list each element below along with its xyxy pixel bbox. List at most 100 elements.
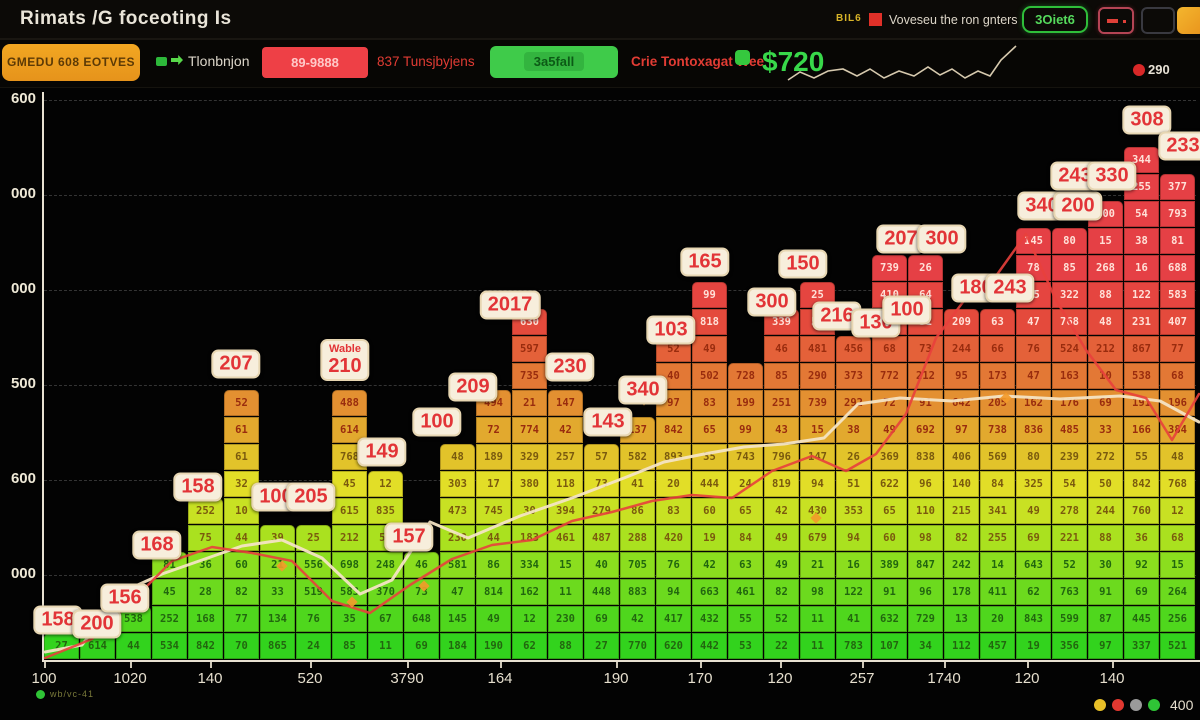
heat-cell: 72 — [872, 390, 907, 416]
heat-cell: 76 — [296, 606, 331, 632]
heat-cell: 184 — [440, 633, 475, 659]
heat-cell: 39 — [260, 525, 295, 551]
heat-cell: 417 — [656, 606, 691, 632]
heat-cell: 94 — [800, 471, 835, 497]
heat-cell: 82 — [224, 579, 259, 605]
heat-cell: 556 — [296, 552, 331, 578]
heat-cell: 867 — [1124, 336, 1159, 362]
maximize-button[interactable] — [1141, 7, 1175, 34]
heat-cell: 251 — [764, 390, 799, 416]
heat-cell: 15 — [1088, 228, 1123, 254]
heat-cell: 356 — [1052, 633, 1087, 659]
heat-cell: 46 — [404, 552, 439, 578]
heat-cell: 394 — [548, 498, 583, 524]
heat-cell: 83 — [656, 498, 691, 524]
y-axis-line — [42, 92, 44, 662]
x-axis-tick — [1112, 662, 1114, 668]
heat-cell: 44 — [224, 525, 259, 551]
heat-cell: 147 — [548, 390, 583, 416]
gridline — [44, 195, 1196, 196]
heat-cell: 45 — [332, 471, 367, 497]
heat-cell: 49 — [764, 525, 799, 551]
heat-cell: 745 — [476, 498, 511, 524]
heat-cell: 411 — [980, 579, 1015, 605]
heat-cell: 836 — [1016, 417, 1051, 443]
heat-cell: 82 — [944, 525, 979, 551]
value-callout: 100 — [412, 407, 462, 437]
heat-cell: 88 — [1088, 525, 1123, 551]
heat-cell: 122 — [1124, 282, 1159, 308]
heat-cell: 99 — [728, 417, 763, 443]
heat-cell: 173 — [980, 363, 1015, 389]
heat-cell: 420 — [656, 525, 691, 551]
heat-cell: 42 — [692, 552, 727, 578]
heat-cell: 12 — [368, 471, 403, 497]
heat-cell: 620 — [656, 633, 691, 659]
x-axis-tick — [210, 662, 212, 668]
heat-cell: 94 — [656, 579, 691, 605]
heat-cell: 40 — [584, 552, 619, 578]
heat-cell: 728 — [728, 363, 763, 389]
heat-cell: 739 — [872, 255, 907, 281]
heat-cell: 735 — [512, 363, 547, 389]
heat-cell: 118 — [548, 471, 583, 497]
green-chip-icon — [735, 50, 750, 65]
heat-cell: 268 — [1088, 255, 1123, 281]
heat-cell: 80 — [1052, 228, 1087, 254]
dot-icon — [1123, 20, 1126, 23]
value-callout: 300 — [747, 287, 797, 317]
heat-cell: 380 — [512, 471, 547, 497]
heat-cell: 256 — [1160, 606, 1195, 632]
counter-dot-icon — [1133, 64, 1145, 76]
heat-cell: 643 — [1016, 552, 1051, 578]
heat-cell: 48 — [440, 444, 475, 470]
heat-cell: 679 — [800, 525, 835, 551]
heat-cell: 502 — [692, 363, 727, 389]
heat-cell: 53 — [728, 633, 763, 659]
heat-cell: 384 — [1160, 417, 1195, 443]
heat-cell: 11 — [548, 579, 583, 605]
heat-cell: 57 — [584, 444, 619, 470]
orange-action-button[interactable]: GMEDU 608 EOTVES — [2, 44, 140, 81]
heat-cell: 264 — [1160, 579, 1195, 605]
red-action-button[interactable]: 89-9888 — [262, 47, 368, 78]
heat-cell: 42 — [620, 606, 655, 632]
heat-cell: 444 — [692, 471, 727, 497]
heat-cell: 796 — [764, 444, 799, 470]
heat-cell: 55 — [1124, 444, 1159, 470]
heat-cell: 12 — [1160, 498, 1195, 524]
heat-cell: 87 — [1088, 606, 1123, 632]
heat-cell: 642 — [944, 390, 979, 416]
heat-cell: 288 — [620, 525, 655, 551]
legend-left: wb/vc-41 — [36, 689, 94, 699]
value-callout: 103 — [646, 315, 696, 345]
heat-cell: 191 — [1124, 390, 1159, 416]
value-callout: 156 — [100, 583, 150, 613]
heat-cell: 487 — [584, 525, 619, 551]
heat-cell: 843 — [1016, 606, 1051, 632]
heat-cell: 52 — [764, 606, 799, 632]
close-button[interactable] — [1177, 7, 1200, 34]
value-callout: 308 — [1122, 105, 1172, 135]
heat-cell: 65 — [728, 498, 763, 524]
heat-cell: 69 — [1088, 390, 1123, 416]
heat-cell: 461 — [728, 579, 763, 605]
value-callout: 209 — [448, 372, 498, 402]
heat-cell: 50 — [1088, 471, 1123, 497]
heat-cell: 21 — [800, 552, 835, 578]
heat-cell: 96 — [908, 471, 943, 497]
x-axis-tick — [500, 662, 502, 668]
heat-cell: 538 — [1124, 363, 1159, 389]
heat-cell: 24 — [728, 471, 763, 497]
heat-cell: 688 — [1160, 255, 1195, 281]
green-pill-button[interactable]: 3Oiet6 — [1022, 6, 1088, 33]
heat-cell: 76 — [1016, 336, 1051, 362]
green-action-button[interactable]: 3a5fall — [490, 46, 618, 78]
heat-cell: 448 — [584, 579, 619, 605]
heat-cell: 35 — [692, 444, 727, 470]
heat-cell: 77 — [1160, 336, 1195, 362]
heat-cell: 60 — [224, 552, 259, 578]
minimize-button[interactable] — [1098, 7, 1134, 34]
value-callout: 149 — [357, 437, 407, 467]
heat-cell: 199 — [728, 390, 763, 416]
